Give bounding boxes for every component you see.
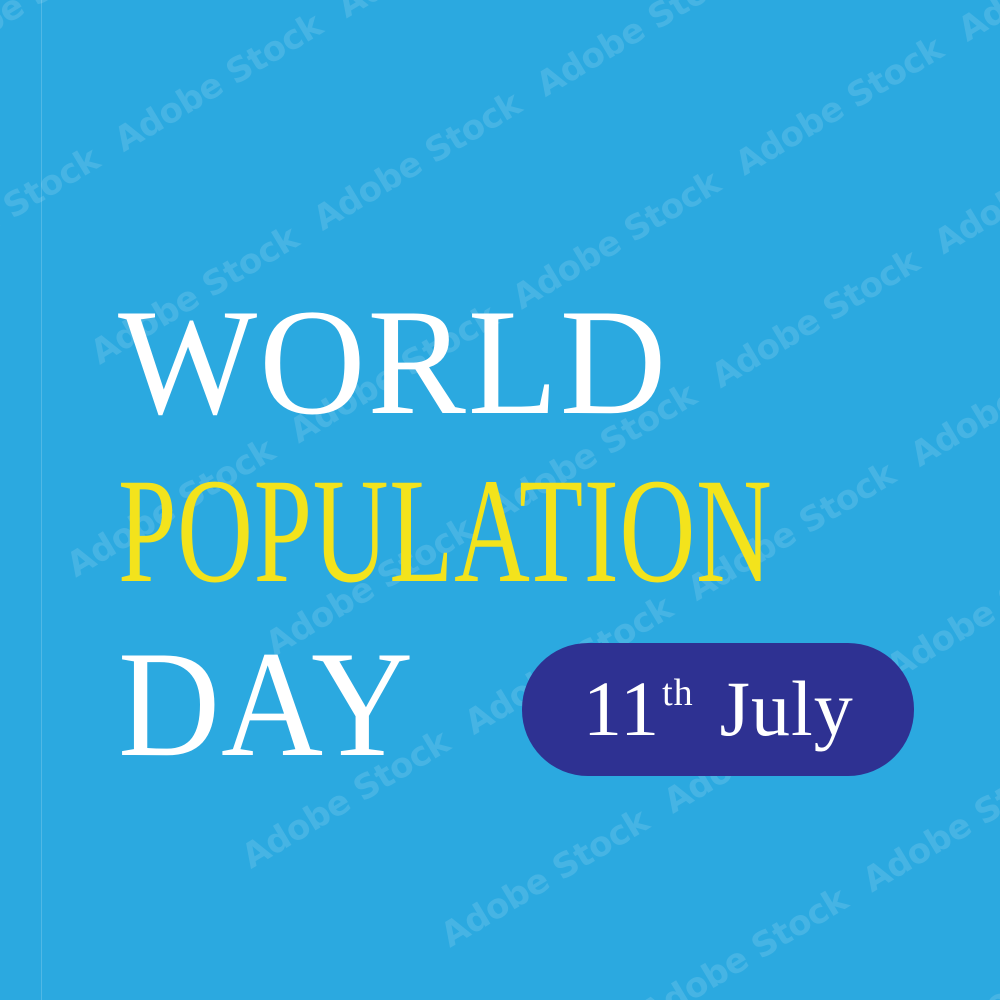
date-ordinal-suffix: th bbox=[662, 672, 694, 714]
headline-line-population: POPULATION bbox=[118, 448, 773, 614]
headline-day-row: DAY 11 th July bbox=[118, 628, 938, 780]
date-badge: 11 th July bbox=[522, 642, 915, 776]
headline-line-world: WORLD bbox=[118, 278, 669, 446]
date-badge-text: 11 th July bbox=[583, 664, 854, 754]
headline-block: WORLD POPULATION DAY 11 th July bbox=[118, 286, 938, 780]
stock-credit-strip: Adobe Stock | #600968049 bbox=[0, 0, 42, 1000]
strip-divider bbox=[41, 0, 42, 1000]
date-day-number: 11 bbox=[583, 665, 661, 752]
date-month-name: July bbox=[719, 665, 854, 752]
headline-line-day: DAY bbox=[118, 620, 415, 788]
